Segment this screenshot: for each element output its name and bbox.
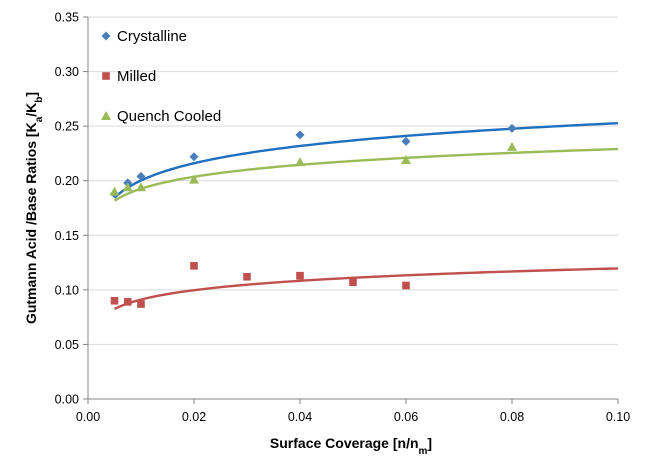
point-quench-cooled [136, 182, 146, 192]
x-tick-label: 0.08 [500, 410, 524, 424]
point-quench-cooled [507, 141, 517, 151]
legend-marker-crystalline [101, 31, 111, 41]
point-quench-cooled [122, 182, 133, 192]
axes [83, 16, 619, 404]
legend: Crystalline Milled Quench Cooled [101, 28, 221, 125]
y-tick-labels: 0.00 0.05 0.10 0.15 0.20 0.25 0.30 0.35 [55, 11, 79, 407]
point-milled [190, 262, 198, 270]
point-crystalline [507, 123, 517, 133]
x-tick-label: 0.00 [76, 410, 100, 424]
legend-marker-quench-cooled [101, 111, 111, 120]
legend-label: Quench Cooled [117, 108, 221, 125]
legend-label: Crystalline [117, 28, 187, 45]
x-tick-label: 0.06 [394, 410, 418, 424]
y-tick-label: 0.35 [55, 11, 79, 25]
point-milled [137, 300, 145, 308]
legend-label: Milled [117, 68, 156, 85]
point-quench-cooled [189, 174, 199, 184]
trend-lines [113, 121, 619, 311]
y-tick-label: 0.25 [55, 120, 79, 134]
trendline-crystalline [113, 121, 619, 199]
y-tick-label: 0.30 [55, 65, 79, 79]
point-milled [110, 296, 119, 305]
point-milled [243, 272, 251, 281]
y-axis-title: Gutmann Acid /Base Ratios [Ka/Kb] [23, 92, 45, 324]
legend-marker-milled [102, 72, 110, 80]
y-tick-label: 0.20 [55, 174, 79, 188]
y-tick-label: 0.05 [55, 338, 79, 352]
data-points [109, 123, 517, 308]
x-tick-labels: 0.00 0.02 0.04 0.06 0.08 0.10 [76, 410, 630, 424]
point-quench-cooled [401, 154, 411, 164]
point-milled [349, 278, 357, 287]
y-tick-label: 0.10 [55, 283, 79, 297]
x-tick-label: 0.04 [288, 410, 312, 424]
point-milled [296, 271, 304, 280]
point-crystalline [189, 152, 199, 162]
x-axis-title: Surface Coverage [n/nm] [270, 435, 432, 456]
point-milled [402, 281, 410, 290]
point-quench-cooled [109, 186, 120, 196]
x-tick-label: 0.02 [182, 410, 206, 424]
point-quench-cooled [295, 157, 305, 167]
trendline-quench-cooled [113, 147, 619, 202]
point-crystalline [136, 171, 146, 181]
point-crystalline [401, 136, 411, 146]
point-crystalline [295, 130, 305, 140]
y-tick-label: 0.00 [55, 393, 79, 407]
y-tick-label: 0.15 [55, 229, 79, 243]
point-milled [123, 298, 132, 306]
trendline-milled [113, 267, 619, 311]
x-tick-label: 0.10 [606, 410, 630, 424]
